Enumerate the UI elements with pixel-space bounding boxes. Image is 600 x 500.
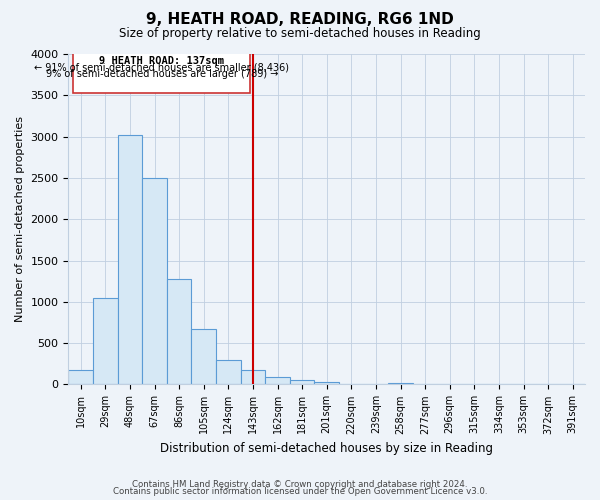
Bar	[265, 377, 290, 384]
Text: 9 HEATH ROAD: 137sqm: 9 HEATH ROAD: 137sqm	[100, 56, 224, 66]
Text: Size of property relative to semi-detached houses in Reading: Size of property relative to semi-detach…	[119, 28, 481, 40]
Bar	[191, 329, 216, 384]
Text: Contains HM Land Registry data © Crown copyright and database right 2024.: Contains HM Land Registry data © Crown c…	[132, 480, 468, 489]
Bar	[290, 380, 314, 384]
Text: 9, HEATH ROAD, READING, RG6 1ND: 9, HEATH ROAD, READING, RG6 1ND	[146, 12, 454, 28]
X-axis label: Distribution of semi-detached houses by size in Reading: Distribution of semi-detached houses by …	[160, 442, 493, 455]
Text: 9% of semi-detached houses are larger (789) →: 9% of semi-detached houses are larger (7…	[46, 70, 278, 80]
Bar	[241, 370, 265, 384]
Bar	[118, 135, 142, 384]
Bar	[68, 370, 93, 384]
Text: Contains public sector information licensed under the Open Government Licence v3: Contains public sector information licen…	[113, 488, 487, 496]
Bar	[167, 278, 191, 384]
Text: ← 91% of semi-detached houses are smaller (8,436): ← 91% of semi-detached houses are smalle…	[34, 62, 289, 72]
Bar	[93, 298, 118, 384]
Bar	[388, 383, 413, 384]
Bar	[73, 53, 250, 93]
Bar	[216, 360, 241, 384]
Y-axis label: Number of semi-detached properties: Number of semi-detached properties	[15, 116, 25, 322]
Bar	[142, 178, 167, 384]
Bar	[314, 382, 339, 384]
